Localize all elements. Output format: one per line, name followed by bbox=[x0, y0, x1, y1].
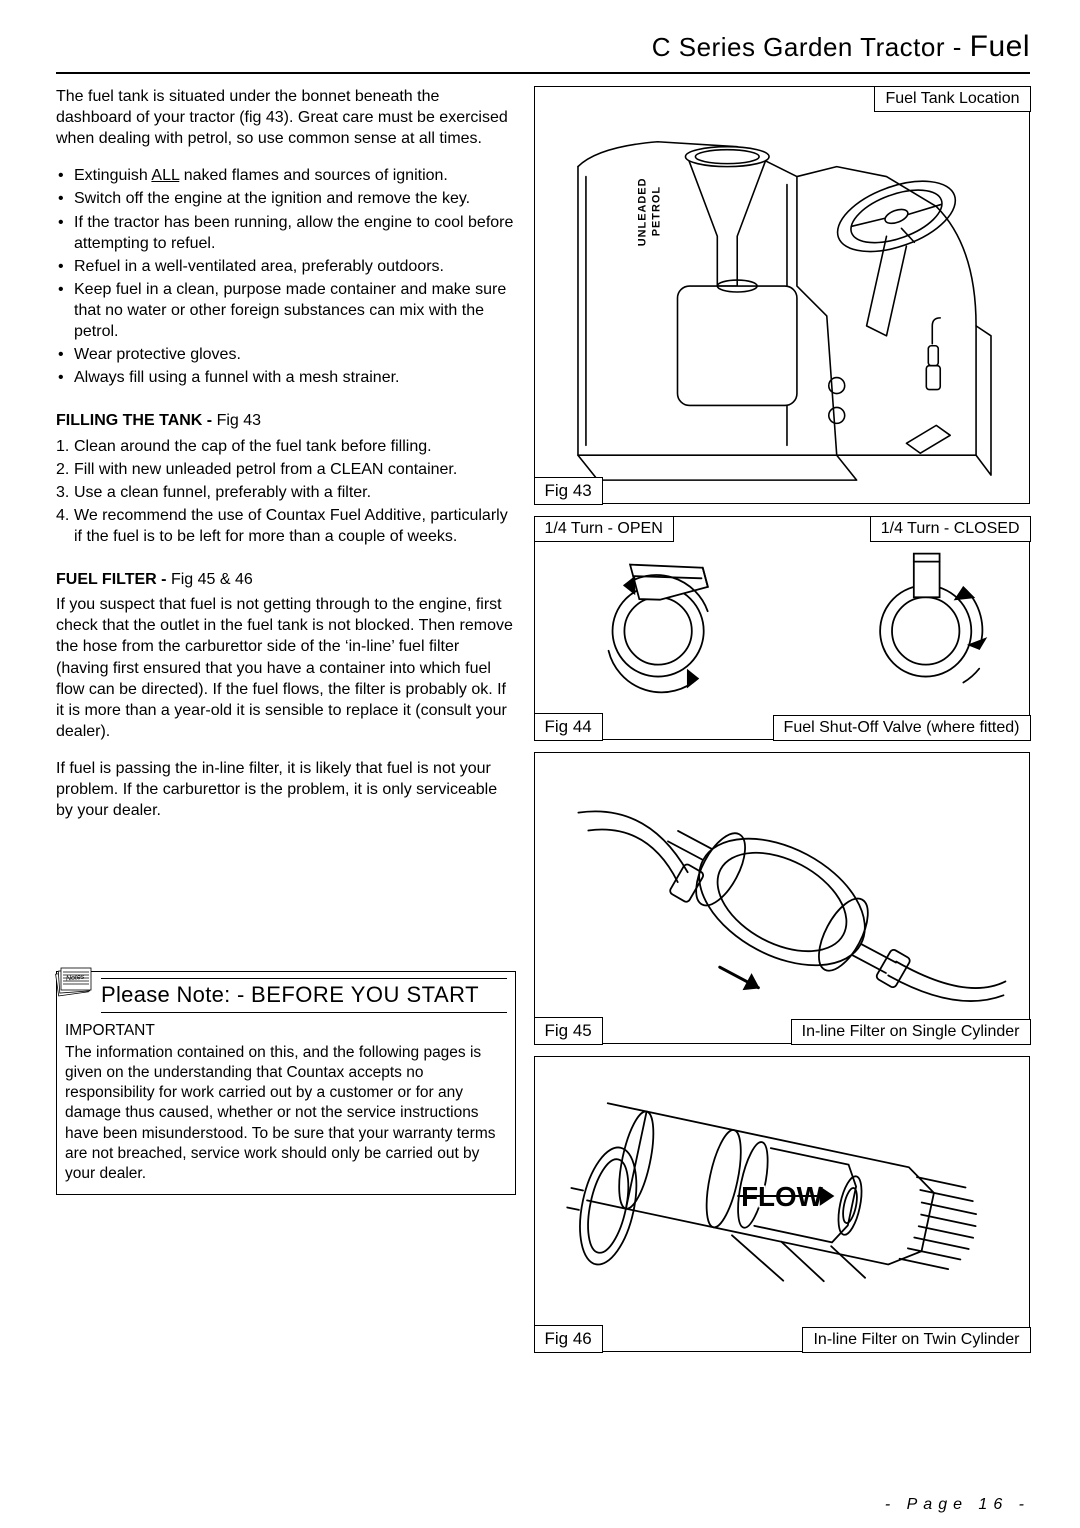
fig43-caption: Fuel Tank Location bbox=[874, 86, 1030, 112]
note-title: Please Note: - BEFORE YOU START bbox=[101, 978, 507, 1013]
fig45-caption: In-line Filter on Single Cylinder bbox=[791, 1019, 1031, 1045]
fig44-illustration bbox=[535, 517, 1029, 739]
header-rule bbox=[56, 72, 1030, 74]
step-item: We recommend the use of Countax Fuel Add… bbox=[56, 505, 516, 547]
svg-text:UNLEADED: UNLEADED bbox=[637, 178, 649, 247]
bullet-item: Keep fuel in a clean, purpose made conta… bbox=[56, 279, 516, 342]
filling-steps: Clean around the cap of the fuel tank be… bbox=[56, 436, 516, 548]
bullet-item: Refuel in a well-ventilated area, prefer… bbox=[56, 256, 516, 277]
step-item: Fill with new unleaded petrol from a CLE… bbox=[56, 459, 516, 480]
filter-heading: FUEL FILTER - Fig 45 & 46 bbox=[56, 569, 516, 590]
right-column: UNLEADED PETROL Fuel Tank Location Fig 4… bbox=[534, 86, 1030, 1352]
fig45-illustration bbox=[535, 753, 1029, 1043]
fig43-illustration: UNLEADED PETROL bbox=[535, 87, 1029, 503]
please-note-box: Notes Please Note: - BEFORE YOU START IM… bbox=[56, 971, 516, 1195]
step-item: Use a clean funnel, preferably with a fi… bbox=[56, 482, 516, 503]
fig44-open-label: 1/4 Turn - OPEN bbox=[534, 516, 674, 542]
page-number: - Page 16 - bbox=[885, 1496, 1030, 1514]
fig46-label: Fig 46 bbox=[534, 1325, 603, 1353]
important-label: IMPORTANT bbox=[65, 1021, 507, 1041]
header-series: C Series Garden Tractor - bbox=[652, 32, 970, 62]
fig44-label: Fig 44 bbox=[534, 713, 603, 741]
step-item: Clean around the cap of the fuel tank be… bbox=[56, 436, 516, 457]
bullet-item: Wear protective gloves. bbox=[56, 344, 516, 365]
svg-text:PETROL: PETROL bbox=[651, 186, 663, 236]
note-body: The information contained on this, and t… bbox=[65, 1043, 507, 1184]
filter-para-2: If fuel is passing the in-line filter, i… bbox=[56, 758, 516, 821]
notes-icon: Notes bbox=[51, 966, 95, 998]
fig43-label: Fig 43 bbox=[534, 477, 603, 505]
fig46-illustration: FLOW bbox=[535, 1057, 1029, 1351]
page-header: C Series Garden Tractor - Fuel bbox=[56, 30, 1030, 64]
fig44-closed-label: 1/4 Turn - CLOSED bbox=[870, 516, 1031, 542]
figure-46: FLOW In-line Filter on Twin Cylinder Fig… bbox=[534, 1056, 1030, 1352]
bullet-item: Extinguish ALL naked flames and sources … bbox=[56, 165, 516, 186]
filter-para-1: If you suspect that fuel is not getting … bbox=[56, 594, 516, 742]
figure-44: 1/4 Turn - OPEN 1/4 Turn - CLOSED Fuel S… bbox=[534, 516, 1030, 740]
fig44-caption: Fuel Shut-Off Valve (where fitted) bbox=[773, 715, 1031, 741]
header-fuel: Fuel bbox=[970, 30, 1030, 63]
fig45-label: Fig 45 bbox=[534, 1017, 603, 1045]
fig46-caption: In-line Filter on Twin Cylinder bbox=[802, 1327, 1030, 1353]
figure-43: UNLEADED PETROL Fuel Tank Location Fig 4… bbox=[534, 86, 1030, 504]
figure-45: In-line Filter on Single Cylinder Fig 45 bbox=[534, 752, 1030, 1044]
bullet-item: Switch off the engine at the ignition an… bbox=[56, 188, 516, 209]
intro-paragraph: The fuel tank is situated under the bonn… bbox=[56, 86, 516, 149]
left-column: The fuel tank is situated under the bonn… bbox=[56, 86, 516, 1352]
bullet-item: Always fill using a funnel with a mesh s… bbox=[56, 367, 516, 388]
safety-bullets: Extinguish ALL naked flames and sources … bbox=[56, 165, 516, 388]
filling-heading: FILLING THE TANK - Fig 43 bbox=[56, 410, 516, 431]
bullet-item: If the tractor has been running, allow t… bbox=[56, 212, 516, 254]
